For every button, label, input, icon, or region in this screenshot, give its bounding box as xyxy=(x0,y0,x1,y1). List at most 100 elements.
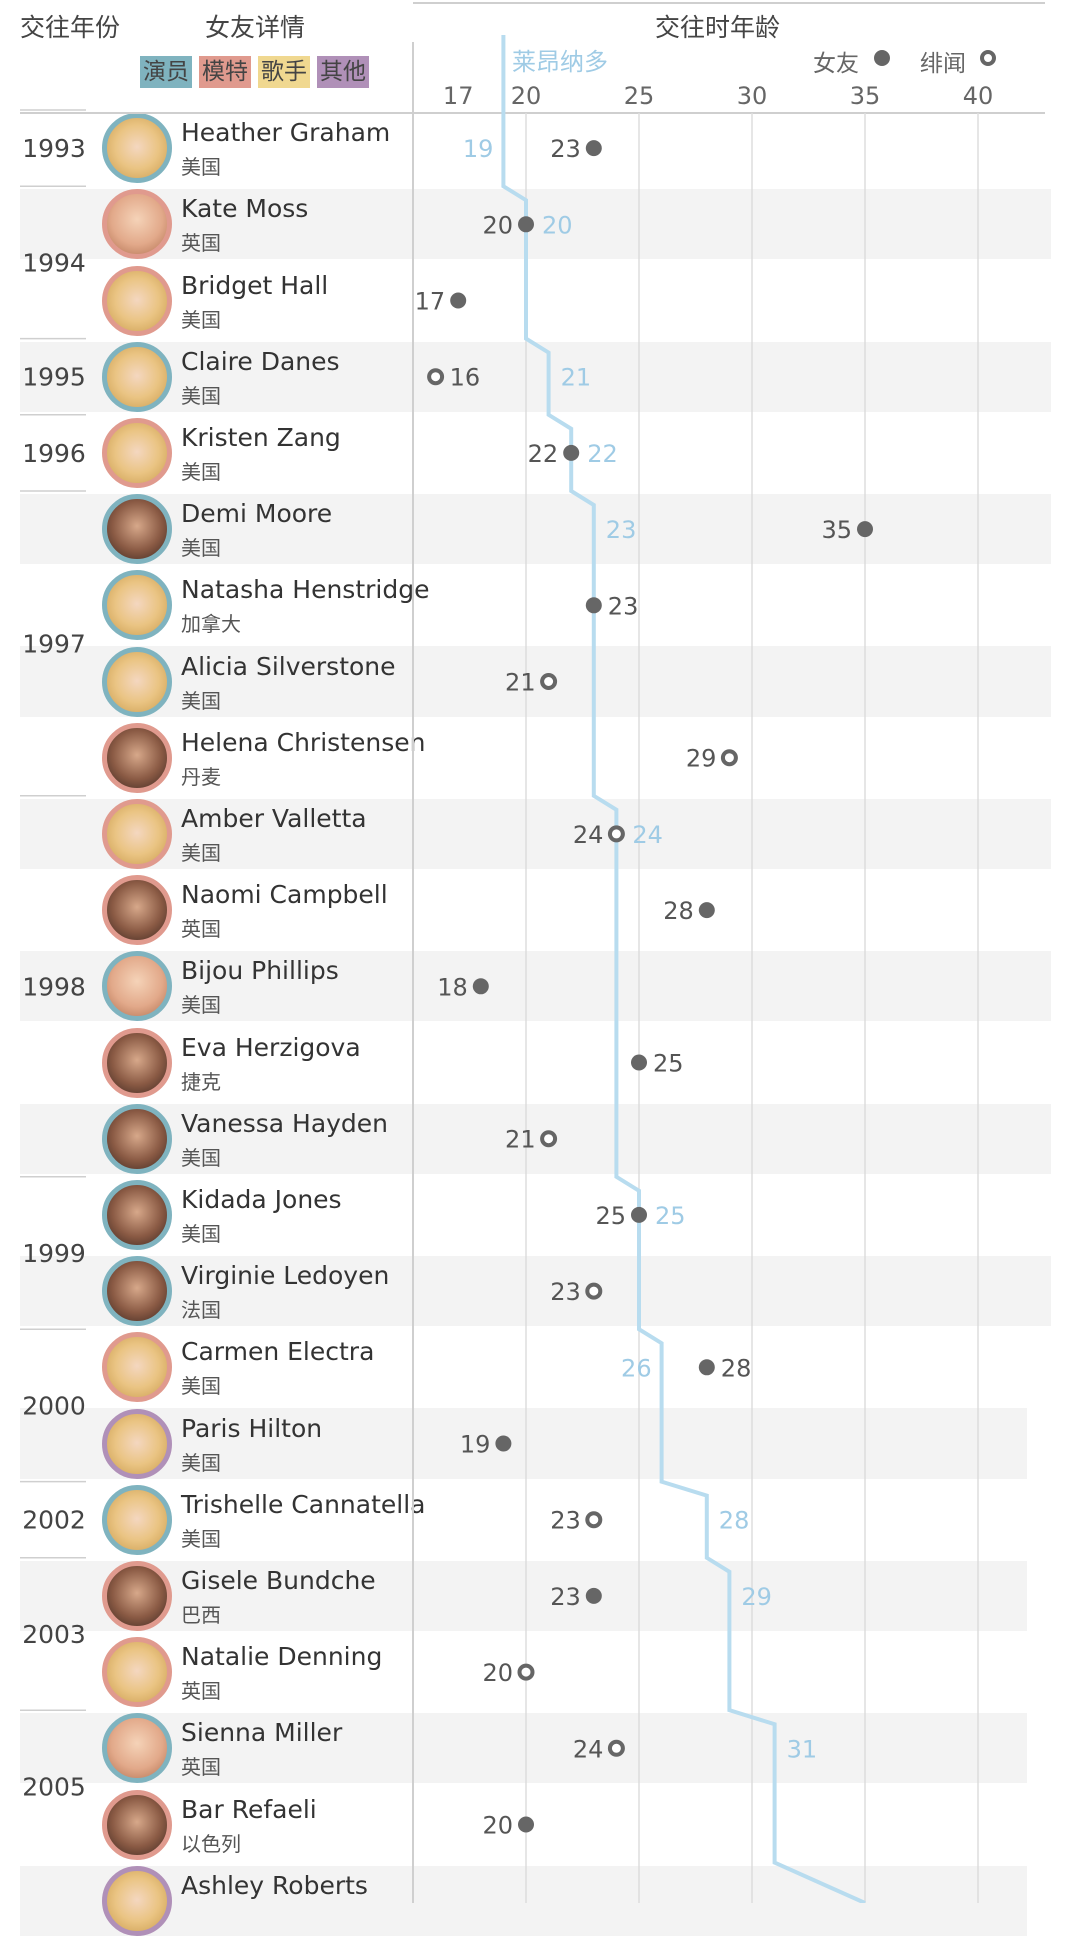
person-name: Virginie Ledoyen xyxy=(181,1261,390,1291)
girlfriend-age-label: 28 xyxy=(721,1354,752,1382)
girlfriend-dot xyxy=(585,140,602,157)
person-country: 加拿大 xyxy=(181,612,241,637)
girlfriend-age-label: 20 xyxy=(482,1812,513,1840)
avatar xyxy=(102,265,172,336)
year-label: 2002 xyxy=(22,1506,86,1535)
person-name: Bridget Hall xyxy=(181,270,329,300)
person-country: 巴西 xyxy=(181,1602,221,1627)
person-name: Vanessa Hayden xyxy=(181,1108,389,1138)
girlfriend-dot xyxy=(518,216,534,233)
legend-girlfriend-dot xyxy=(874,50,890,66)
girlfriend-age-label: 24 xyxy=(573,1735,604,1763)
person-country: 美国 xyxy=(181,155,221,180)
person-name: Kristen Zang xyxy=(181,422,341,452)
avatar xyxy=(102,798,172,869)
person-country: 美国 xyxy=(181,1145,221,1170)
x-tick-label: 17 xyxy=(443,82,474,110)
avatar xyxy=(102,1789,172,1860)
x-tick-label: 35 xyxy=(850,82,881,110)
girlfriend-age-label: 16 xyxy=(450,364,481,392)
person-name: Trishelle Cannatella xyxy=(181,1489,426,1519)
leo-age-label: 31 xyxy=(787,1735,818,1763)
avatar xyxy=(102,189,172,260)
person-name: Heather Graham xyxy=(181,118,391,148)
person-name: Amber Valletta xyxy=(181,803,367,833)
legend-rumor-ring xyxy=(980,50,996,66)
col-year-heading: 交往年份 xyxy=(20,13,121,42)
row-background xyxy=(20,341,1051,412)
leo-series-label: 莱昂纳多 xyxy=(512,48,608,76)
avatar xyxy=(102,1637,172,1708)
avatar xyxy=(102,341,172,412)
avatar xyxy=(102,875,172,946)
rumor-ring xyxy=(607,1739,625,1757)
girlfriend-age-label: 25 xyxy=(653,1050,684,1078)
person-name: Eva Herzigova xyxy=(181,1032,361,1062)
leo-age-label: 28 xyxy=(719,1507,750,1535)
avatar xyxy=(102,570,172,641)
person-name: Helena Christensen xyxy=(181,727,426,757)
person-country: 美国 xyxy=(181,536,221,561)
x-tick-label: 25 xyxy=(624,82,655,110)
year-label: 2005 xyxy=(22,1772,86,1801)
leo-age-label: 29 xyxy=(741,1583,772,1611)
row-background xyxy=(20,951,1051,1022)
girlfriend-age-label: 29 xyxy=(686,745,717,773)
girlfriend-age-label: 23 xyxy=(550,1583,581,1611)
person-name: Alicia Silverstone xyxy=(181,651,396,681)
girlfriend-age-label: 18 xyxy=(437,973,468,1001)
girlfriend-dot xyxy=(518,1816,534,1833)
avatar xyxy=(102,1027,172,1098)
girlfriend-age-label: 19 xyxy=(460,1431,491,1459)
girlfriend-age-label: 21 xyxy=(505,669,536,697)
person-country: 美国 xyxy=(181,1526,221,1551)
rumor-ring xyxy=(427,368,445,386)
person-country: 美国 xyxy=(181,840,221,865)
person-name: Bijou Phillips xyxy=(181,956,339,986)
person-country: 捷克 xyxy=(181,1069,221,1094)
girlfriend-dot xyxy=(631,1206,647,1223)
leo-age-label: 25 xyxy=(655,1202,686,1230)
rumor-ring xyxy=(607,825,625,843)
person-country: 美国 xyxy=(181,688,221,713)
person-country: 美国 xyxy=(181,993,221,1018)
person-name: Demi Moore xyxy=(181,499,333,529)
person-country: 以色列 xyxy=(181,1831,241,1856)
legend-other: 其他 xyxy=(317,56,369,88)
person-country: 美国 xyxy=(181,1450,221,1475)
person-country: 英国 xyxy=(181,917,221,942)
person-name: Sienna Miller xyxy=(181,1718,343,1748)
x-tick-label: 30 xyxy=(737,82,768,110)
row-background xyxy=(20,189,1051,260)
row-background xyxy=(20,494,1051,565)
rumor-ring xyxy=(585,1511,603,1529)
avatar xyxy=(102,494,172,565)
year-label: 1995 xyxy=(22,363,86,392)
legend-rumor-label: 绯闻 xyxy=(920,51,966,77)
rumor-ring xyxy=(517,1663,535,1681)
avatar xyxy=(102,951,172,1022)
person-name: Kate Moss xyxy=(181,194,309,224)
leo-age-label: 22 xyxy=(587,440,618,468)
year-label: 2003 xyxy=(22,1620,86,1649)
avatar xyxy=(102,1408,172,1479)
girlfriend-age-label: 21 xyxy=(505,1126,536,1154)
year-label: 1998 xyxy=(22,972,86,1001)
rumor-ring xyxy=(540,1130,558,1148)
leo-age-label: 21 xyxy=(561,364,592,392)
legend-model: 模特 xyxy=(199,56,251,88)
girlfriend-dot xyxy=(698,902,715,919)
row-background xyxy=(20,1560,1027,1631)
category-legend: 演员 模特 歌手 其他 xyxy=(140,56,375,88)
avatar xyxy=(102,722,172,793)
girlfriend-dot xyxy=(585,1587,602,1604)
row-background xyxy=(20,1103,1051,1174)
person-country: 英国 xyxy=(181,231,221,256)
girlfriend-age-label: 22 xyxy=(528,440,559,468)
leo-age-line xyxy=(501,35,866,1903)
girlfriend-age-label: 23 xyxy=(550,1278,581,1306)
year-label: 1997 xyxy=(22,629,86,658)
col-detail-heading: 女友详情 xyxy=(205,13,306,42)
rumor-ring xyxy=(585,1282,603,1300)
